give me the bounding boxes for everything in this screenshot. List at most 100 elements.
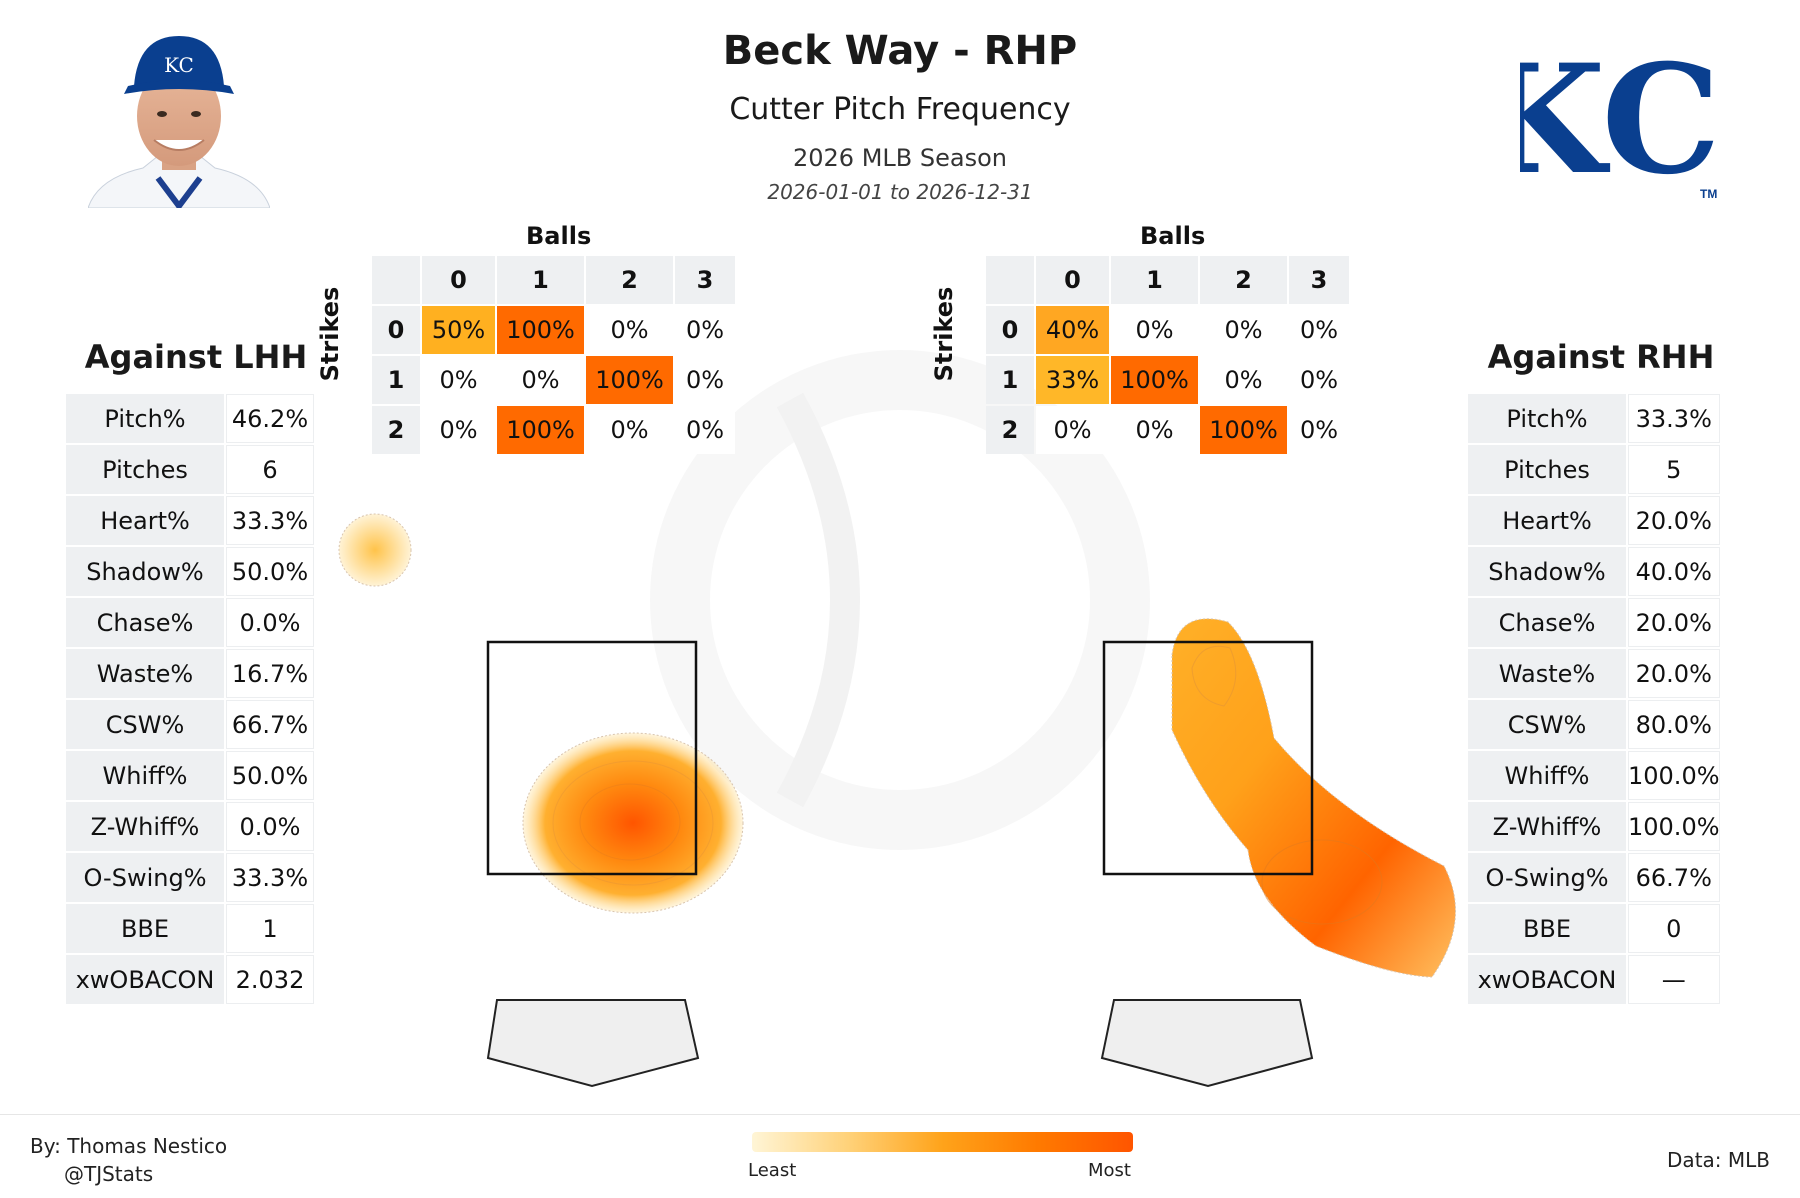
count-cell: 0% — [675, 406, 735, 454]
team-logo-trademark: TM — [1700, 187, 1717, 201]
lhh-title: Against LHH — [84, 338, 308, 376]
count-cell: 0% — [1111, 406, 1198, 454]
count-cell: 0% — [675, 356, 735, 404]
stat-row: Waste% 20.0% — [1468, 649, 1720, 698]
count-cell: 40% — [1036, 306, 1109, 354]
stat-value: 40.0% — [1628, 547, 1720, 596]
stat-row: Z-Whiff% 100.0% — [1468, 802, 1720, 851]
svg-text:KC: KC — [164, 53, 194, 77]
count-cell: 100% — [497, 406, 584, 454]
stat-row: Chase% 20.0% — [1468, 598, 1720, 647]
lhh-strike-zone — [486, 640, 698, 876]
count-cell: 0% — [1289, 306, 1349, 354]
count-cell: 100% — [586, 356, 673, 404]
stat-label: Waste% — [66, 649, 224, 698]
stat-value: 33.3% — [226, 853, 314, 902]
stat-row: Z-Whiff% 0.0% — [66, 802, 314, 851]
stat-label: Z-Whiff% — [1468, 802, 1626, 851]
count-cell: 0% — [422, 406, 495, 454]
date-range: 2026-01-01 to 2026-12-31 — [767, 180, 1033, 204]
stat-value: 1 — [226, 904, 314, 953]
stat-value: 100.0% — [1628, 751, 1720, 800]
stat-label: Whiff% — [1468, 751, 1626, 800]
stat-value: 80.0% — [1628, 700, 1720, 749]
stat-row: Shadow% 50.0% — [66, 547, 314, 596]
rhh-strike-zone — [1102, 640, 1314, 876]
stat-value: 46.2% — [226, 394, 314, 443]
lhh-location-heatmap — [338, 513, 744, 1088]
count-cell: 0% — [1036, 406, 1109, 454]
stat-value: 100.0% — [1628, 802, 1720, 851]
stat-row: Whiff% 50.0% — [66, 751, 314, 800]
strikes-header: 0 — [372, 306, 420, 354]
grid-corner — [986, 256, 1034, 304]
stat-label: O-Swing% — [1468, 853, 1626, 902]
stat-value: 20.0% — [1628, 496, 1720, 545]
stat-label: Whiff% — [66, 751, 224, 800]
stat-label: Shadow% — [1468, 547, 1626, 596]
grid-row: 1 33% 100% 0% 0% — [986, 356, 1349, 404]
stat-row: Heart% 33.3% — [66, 496, 314, 545]
stat-label: CSW% — [66, 700, 224, 749]
data-source: Data: MLB — [1667, 1148, 1770, 1172]
count-cell: 33% — [1036, 356, 1109, 404]
stat-label: BBE — [66, 904, 224, 953]
stat-row: Whiff% 100.0% — [1468, 751, 1720, 800]
count-cell: 0% — [422, 356, 495, 404]
balls-header: 2 — [586, 256, 673, 304]
stat-row: Pitches 5 — [1468, 445, 1720, 494]
stat-row: Pitches 6 — [66, 445, 314, 494]
balls-header: 0 — [422, 256, 495, 304]
stat-label: BBE — [1468, 904, 1626, 953]
balls-header: 0 — [1036, 256, 1109, 304]
rhh-strikes-label: Strikes — [930, 286, 958, 382]
stat-value: 0.0% — [226, 802, 314, 851]
stat-label: xwOBACON — [1468, 955, 1626, 1004]
balls-header: 1 — [497, 256, 584, 304]
grid-row: 2 0% 0% 100% 0% — [986, 406, 1349, 454]
count-cell: 0% — [1200, 306, 1287, 354]
page-title: Beck Way - RHP — [722, 28, 1078, 74]
stat-label: Z-Whiff% — [66, 802, 224, 851]
count-cell: 100% — [1111, 356, 1198, 404]
rhh-title: Against RHH — [1487, 338, 1715, 376]
rhh-balls-label: Balls — [1140, 222, 1206, 250]
count-cell: 0% — [1111, 306, 1198, 354]
rhh-count-grid: 0 1 2 3 0 40% 0% 0% 0% 1 33% 100% 0% 0% 2 0% 0% 100% 0% — [984, 254, 1351, 456]
stat-value: 16.7% — [226, 649, 314, 698]
stat-label: Heart% — [1468, 496, 1626, 545]
stat-row: Pitch% 33.3% — [1468, 394, 1720, 443]
stat-label: O-Swing% — [66, 853, 224, 902]
player-headshot: KC — [88, 36, 270, 208]
stat-row: Heart% 20.0% — [1468, 496, 1720, 545]
team-logo: KC TM — [1520, 32, 1720, 205]
stat-row: xwOBACON — — [1468, 955, 1720, 1004]
lhh-balls-label: Balls — [526, 222, 592, 250]
stat-value: 33.3% — [1628, 394, 1720, 443]
balls-header: 3 — [1289, 256, 1349, 304]
stat-row: BBE 1 — [66, 904, 314, 953]
stat-value: 0 — [1628, 904, 1720, 953]
rhh-home-plate — [1100, 999, 1314, 1088]
stat-row: Chase% 0.0% — [66, 598, 314, 647]
stat-row: CSW% 80.0% — [1468, 700, 1720, 749]
stat-value: 0.0% — [226, 598, 314, 647]
balls-header: 1 — [1111, 256, 1198, 304]
legend-most-label: Most — [1088, 1160, 1131, 1181]
count-cell: 0% — [497, 356, 584, 404]
strikes-header: 2 — [986, 406, 1034, 454]
watermark-logo — [650, 350, 1150, 850]
rhh-heat-blob — [1171, 618, 1457, 978]
rhh-stats-table: Pitch% 33.3% Pitches 5 Heart% 20.0% Shadow% 40.… — [1466, 392, 1722, 1006]
stat-row: O-Swing% 66.7% — [1468, 853, 1720, 902]
page-subtitle: Cutter Pitch Frequency — [729, 92, 1071, 127]
stat-value: 33.3% — [226, 496, 314, 545]
rhh-location-heatmap — [1100, 618, 1457, 1088]
strikes-header: 1 — [986, 356, 1034, 404]
lhh-count-grid: 0 1 2 3 0 50% 100% 0% 0% 1 0% 0% 100% 0% 2 0% 100% 0% 0% — [370, 254, 737, 456]
lhh-stats-table: Pitch% 46.2% Pitches 6 Heart% 33.3% Shadow% 50.… — [64, 392, 316, 1006]
grid-row: 2 0% 100% 0% 0% — [372, 406, 735, 454]
count-cell: 0% — [675, 306, 735, 354]
stat-row: CSW% 66.7% — [66, 700, 314, 749]
legend-least-label: Least — [748, 1160, 797, 1181]
